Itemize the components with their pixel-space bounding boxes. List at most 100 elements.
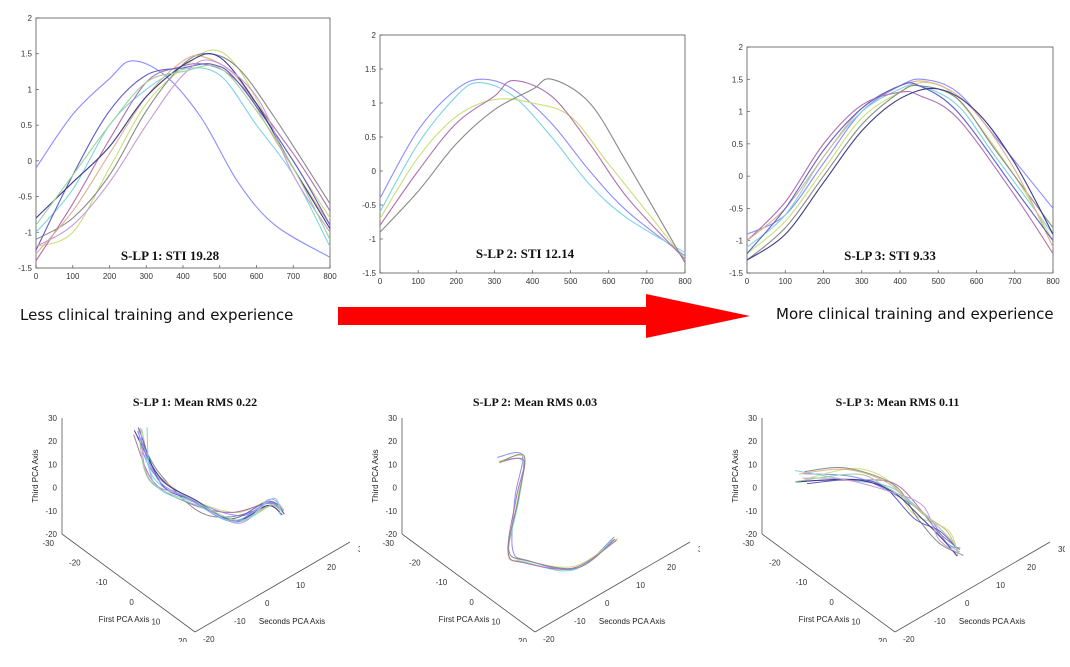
- plot-frame: [379, 34, 686, 274]
- y-axis-label: Seconds PCA Axis: [959, 617, 1025, 626]
- y-tick-label: -1: [736, 237, 744, 246]
- z-tick-label: 10: [48, 460, 57, 469]
- trajectory-line: [804, 466, 964, 556]
- y-tick-label: -1.5: [729, 269, 743, 278]
- y-tick-label: -20: [903, 635, 915, 642]
- y-tick-label: 20: [667, 563, 676, 572]
- y-axis: [194, 541, 351, 633]
- series-line: [35, 62, 331, 262]
- y-tick-label: 10: [296, 581, 305, 590]
- x-tick-label: 20: [178, 637, 187, 642]
- y-tick-label: 10: [636, 581, 645, 590]
- x-tick-label: 200: [450, 277, 464, 286]
- series-line: [35, 63, 331, 251]
- caption-more-training: More clinical training and experience: [776, 305, 1054, 323]
- x-tick-label: 300: [855, 277, 869, 286]
- z-tick-label: -10: [45, 507, 57, 516]
- x-axis: [61, 533, 196, 633]
- x-axis-label: First PCA Axis: [99, 615, 150, 624]
- y-tick-label: -1.5: [18, 264, 32, 273]
- y-tick-label: 0: [28, 157, 33, 166]
- trajectory-line: [138, 429, 283, 521]
- chart-title: S-LP 2: Mean RMS 0.03: [473, 395, 597, 409]
- chart-title: S-LP 2: STI 12.14: [476, 246, 575, 261]
- z-tick-label: 20: [48, 437, 57, 446]
- x-tick-label: 0: [34, 272, 39, 281]
- x-tick-label: 0: [378, 277, 383, 286]
- y-tick-label: 2: [739, 43, 744, 52]
- x-tick-label: -10: [796, 578, 808, 587]
- y-tick-label: 0: [605, 599, 610, 608]
- z-tick-label: -20: [385, 530, 397, 539]
- z-tick-label: -10: [385, 507, 397, 516]
- y-tick-label: -10: [234, 617, 246, 626]
- y-axis: [534, 541, 691, 633]
- series-line: [379, 98, 686, 260]
- pca-chart-slp3: S-LP 3: Mean RMS 0.11-20-100102030-30-20…: [731, 395, 1065, 642]
- pca-chart-slp2: S-LP 2: Mean RMS 0.03-20-100102030-30-20…: [371, 395, 700, 642]
- x-axis-label: First PCA Axis: [799, 615, 850, 624]
- x-tick-label: 0: [829, 598, 834, 607]
- chart-title: S-LP 3: Mean RMS 0.11: [836, 395, 960, 409]
- x-tick-label: 300: [488, 277, 502, 286]
- x-tick-label: -30: [42, 539, 54, 548]
- x-tick-label: 400: [526, 277, 540, 286]
- z-axis-label: Third PCA Axis: [31, 449, 40, 502]
- y-tick-label: -1.5: [362, 269, 376, 278]
- x-tick-label: 20: [518, 637, 527, 642]
- chart-title: S-LP 3: STI 9.33: [844, 248, 936, 263]
- trajectory-line: [141, 429, 281, 515]
- z-tick-label: 20: [388, 437, 397, 446]
- x-tick-label: 0: [745, 277, 750, 286]
- x-tick-label: 700: [1008, 277, 1022, 286]
- y-tick-label: 1: [372, 99, 377, 108]
- x-tick-label: 500: [932, 277, 946, 286]
- x-tick-label: 0: [129, 598, 134, 607]
- x-tick-label: 600: [250, 272, 264, 281]
- plot-frame: [746, 46, 1054, 274]
- series-line: [35, 67, 331, 247]
- series-line: [746, 87, 1054, 261]
- y-tick-label: 2: [372, 31, 377, 40]
- x-tick-label: -20: [769, 559, 781, 568]
- x-tick-label: -20: [409, 559, 421, 568]
- x-tick-label: 10: [151, 617, 160, 626]
- sti-chart-slp3: 0 100 200 300 400 500 600 700 800 -1.5 -1 -0.5 0 0.5 1…: [729, 43, 1060, 286]
- z-tick-label: 30: [748, 414, 757, 423]
- y-axis-label: Seconds PCA Axis: [599, 617, 665, 626]
- x-tick-label: 20: [878, 637, 887, 642]
- z-tick-label: 30: [48, 414, 57, 423]
- y-tick-label: 10: [996, 581, 1005, 590]
- x-tick-label: 600: [970, 277, 984, 286]
- z-tick-label: 20: [748, 437, 757, 446]
- y-tick-label: -20: [543, 635, 555, 642]
- x-tick-label: -10: [96, 578, 108, 587]
- z-tick-label: -20: [45, 530, 57, 539]
- series-line: [35, 59, 331, 248]
- series-line: [35, 52, 331, 229]
- series-line: [35, 54, 331, 255]
- y-tick-label: 1.5: [732, 75, 744, 84]
- x-tick-label: 800: [323, 272, 337, 281]
- caption-less-training: Less clinical training and experience: [20, 306, 294, 324]
- x-tick-label: -10: [436, 578, 448, 587]
- x-tick-label: 100: [66, 272, 80, 281]
- x-tick-label: 200: [817, 277, 831, 286]
- x-tick-label: 600: [602, 277, 616, 286]
- x-tick-label: 200: [103, 272, 117, 281]
- x-tick-label: 800: [1046, 277, 1060, 286]
- y-tick-label: -20: [203, 635, 215, 642]
- trajectory-line: [802, 477, 964, 557]
- y-tick-label: 0: [739, 172, 744, 181]
- chart-title: S-LP 1: STI 19.28: [121, 248, 220, 263]
- y-tick-label: 0.5: [732, 140, 744, 149]
- z-tick-label: 30: [388, 414, 397, 423]
- trajectory-line: [800, 479, 961, 551]
- series-line: [35, 49, 331, 248]
- y-tick-label: -0.5: [18, 193, 32, 202]
- z-tick-label: 10: [388, 460, 397, 469]
- y-tick-label: -0.5: [362, 201, 376, 210]
- series-line: [379, 78, 686, 257]
- x-axis-label: First PCA Axis: [439, 615, 490, 624]
- y-tick-label: 2: [28, 14, 33, 23]
